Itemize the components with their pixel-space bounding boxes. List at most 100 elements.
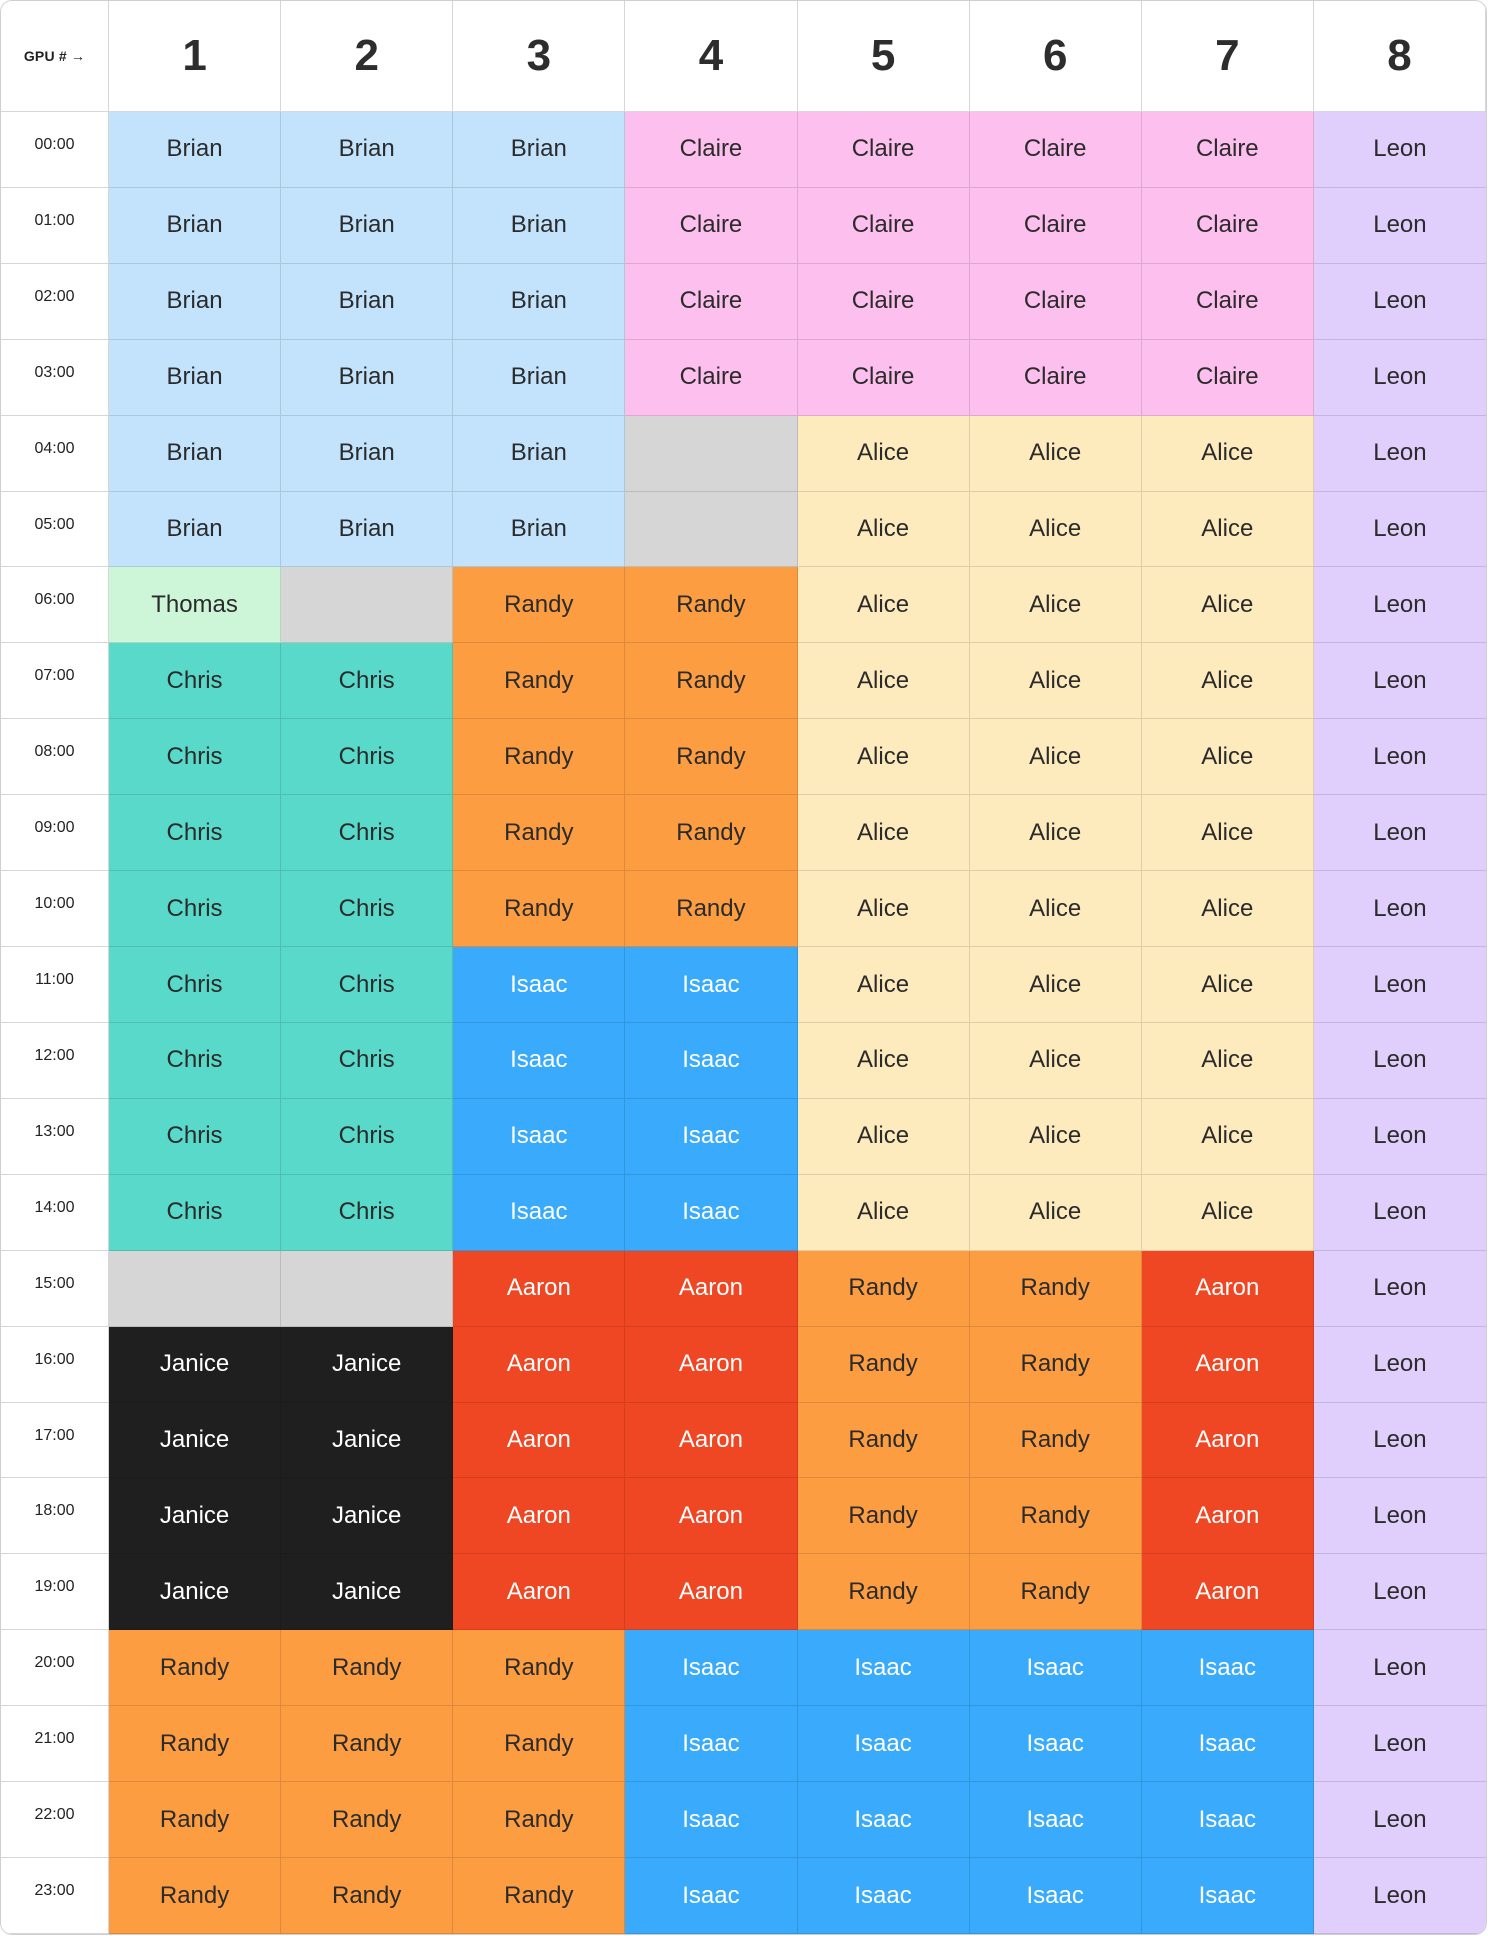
gpu-allocation-cell[interactable]: Chris xyxy=(281,719,454,796)
gpu-allocation-cell[interactable]: Leon xyxy=(1313,112,1486,188)
gpu-allocation-cell[interactable]: Claire xyxy=(797,263,970,340)
gpu-allocation-cell[interactable]: Isaac xyxy=(453,1098,626,1175)
gpu-allocation-cell[interactable]: Isaac xyxy=(1141,1630,1314,1707)
gpu-allocation-cell[interactable]: Alice xyxy=(1141,567,1314,644)
gpu-allocation-cell[interactable]: Claire xyxy=(797,187,970,264)
gpu-allocation-cell[interactable]: Claire xyxy=(969,187,1142,264)
gpu-allocation-cell[interactable]: Randy xyxy=(797,1554,970,1631)
gpu-allocation-cell[interactable]: Randy xyxy=(109,1706,282,1783)
gpu-allocation-cell[interactable]: Janice xyxy=(281,1554,454,1631)
gpu-allocation-cell[interactable]: Randy xyxy=(625,795,798,872)
gpu-allocation-cell[interactable]: Isaac xyxy=(969,1858,1142,1934)
gpu-allocation-cell[interactable]: Alice xyxy=(1141,1174,1314,1251)
gpu-allocation-cell[interactable]: Leon xyxy=(1313,1706,1486,1783)
gpu-allocation-cell[interactable]: Leon xyxy=(1313,491,1486,568)
gpu-allocation-cell[interactable]: Janice xyxy=(109,1402,282,1479)
gpu-allocation-cell[interactable]: Chris xyxy=(281,1098,454,1175)
gpu-allocation-cell[interactable]: Chris xyxy=(281,643,454,720)
gpu-allocation-cell[interactable]: Leon xyxy=(1313,1478,1486,1555)
gpu-allocation-cell[interactable]: Alice xyxy=(969,795,1142,872)
gpu-allocation-cell[interactable]: Claire xyxy=(1141,187,1314,264)
gpu-allocation-cell[interactable]: Alice xyxy=(797,719,970,796)
gpu-allocation-cell[interactable]: Claire xyxy=(797,112,970,188)
gpu-allocation-cell[interactable]: Alice xyxy=(1141,491,1314,568)
gpu-allocation-cell[interactable]: Randy xyxy=(453,795,626,872)
gpu-allocation-cell[interactable]: Alice xyxy=(969,947,1142,1023)
gpu-allocation-cell[interactable]: Randy xyxy=(969,1326,1142,1403)
gpu-allocation-cell[interactable]: Randy xyxy=(281,1706,454,1783)
gpu-allocation-cell[interactable]: Randy xyxy=(797,1402,970,1479)
gpu-allocation-cell[interactable]: Leon xyxy=(1313,415,1486,492)
gpu-allocation-cell[interactable]: Alice xyxy=(969,1098,1142,1175)
gpu-allocation-cell[interactable]: Randy xyxy=(281,1858,454,1934)
gpu-allocation-cell[interactable]: Aaron xyxy=(453,1554,626,1631)
gpu-allocation-cell[interactable]: Alice xyxy=(969,1022,1142,1099)
gpu-allocation-cell[interactable]: Thomas xyxy=(109,567,282,644)
gpu-allocation-cell[interactable]: Leon xyxy=(1313,1098,1486,1175)
gpu-allocation-cell[interactable]: Isaac xyxy=(1141,1782,1314,1859)
gpu-allocation-cell[interactable]: Janice xyxy=(281,1326,454,1403)
gpu-allocation-cell[interactable]: Aaron xyxy=(1141,1554,1314,1631)
gpu-allocation-cell[interactable]: Brian xyxy=(453,112,626,188)
gpu-allocation-cell[interactable]: Brian xyxy=(281,263,454,340)
gpu-allocation-cell[interactable]: Brian xyxy=(109,339,282,416)
gpu-allocation-cell[interactable]: Claire xyxy=(625,187,798,264)
gpu-allocation-cell[interactable]: Alice xyxy=(797,567,970,644)
gpu-allocation-cell[interactable]: Randy xyxy=(969,1554,1142,1631)
gpu-allocation-cell[interactable]: Alice xyxy=(797,795,970,872)
gpu-allocation-cell[interactable]: Chris xyxy=(109,1098,282,1175)
gpu-allocation-cell[interactable]: Randy xyxy=(109,1858,282,1934)
gpu-allocation-cell[interactable]: Alice xyxy=(797,1098,970,1175)
gpu-allocation-cell[interactable]: Brian xyxy=(281,339,454,416)
gpu-allocation-cell[interactable]: Aaron xyxy=(1141,1250,1314,1327)
gpu-allocation-cell[interactable]: Alice xyxy=(969,1174,1142,1251)
gpu-allocation-cell[interactable]: Aaron xyxy=(1141,1326,1314,1403)
gpu-allocation-cell[interactable]: Alice xyxy=(969,415,1142,492)
gpu-allocation-cell[interactable]: Isaac xyxy=(625,1858,798,1934)
gpu-allocation-cell[interactable]: Janice xyxy=(281,1478,454,1555)
gpu-allocation-cell[interactable]: Janice xyxy=(109,1326,282,1403)
gpu-allocation-cell[interactable]: Alice xyxy=(797,415,970,492)
gpu-allocation-cell[interactable]: Brian xyxy=(281,415,454,492)
gpu-allocation-cell[interactable]: Alice xyxy=(797,643,970,720)
gpu-allocation-cell[interactable]: Leon xyxy=(1313,1326,1486,1403)
gpu-allocation-cell[interactable]: Janice xyxy=(109,1554,282,1631)
gpu-allocation-cell[interactable]: Randy xyxy=(453,1858,626,1934)
gpu-allocation-cell[interactable]: Brian xyxy=(453,491,626,568)
gpu-allocation-cell[interactable]: Chris xyxy=(109,719,282,796)
gpu-allocation-cell[interactable]: Brian xyxy=(109,491,282,568)
gpu-allocation-cell[interactable]: Aaron xyxy=(625,1478,798,1555)
gpu-allocation-cell[interactable]: Randy xyxy=(797,1326,970,1403)
gpu-allocation-cell[interactable]: Aaron xyxy=(453,1478,626,1555)
gpu-allocation-cell[interactable]: Alice xyxy=(1141,643,1314,720)
gpu-allocation-cell[interactable]: Chris xyxy=(281,947,454,1023)
gpu-allocation-cell[interactable]: Randy xyxy=(281,1630,454,1707)
gpu-allocation-cell[interactable]: Chris xyxy=(281,871,454,948)
gpu-allocation-cell[interactable]: Chris xyxy=(109,643,282,720)
gpu-allocation-cell[interactable]: Leon xyxy=(1313,719,1486,796)
gpu-allocation-cell[interactable]: Randy xyxy=(109,1782,282,1859)
gpu-allocation-cell[interactable]: Leon xyxy=(1313,1250,1486,1327)
gpu-allocation-cell[interactable]: Chris xyxy=(109,871,282,948)
gpu-allocation-cell[interactable]: Claire xyxy=(969,263,1142,340)
gpu-allocation-cell[interactable]: Leon xyxy=(1313,1022,1486,1099)
gpu-allocation-cell[interactable]: Brian xyxy=(281,491,454,568)
gpu-allocation-cell[interactable]: Alice xyxy=(1141,947,1314,1023)
gpu-allocation-cell[interactable]: Brian xyxy=(109,112,282,188)
gpu-allocation-cell[interactable]: Claire xyxy=(969,339,1142,416)
gpu-allocation-cell[interactable]: Isaac xyxy=(625,1706,798,1783)
gpu-allocation-cell[interactable]: Alice xyxy=(797,1174,970,1251)
gpu-allocation-cell[interactable]: Janice xyxy=(109,1478,282,1555)
gpu-allocation-cell[interactable]: Randy xyxy=(453,1630,626,1707)
gpu-allocation-cell[interactable]: Isaac xyxy=(797,1630,970,1707)
gpu-allocation-cell[interactable]: Randy xyxy=(797,1478,970,1555)
gpu-allocation-cell[interactable]: Leon xyxy=(1313,1402,1486,1479)
gpu-allocation-cell[interactable]: Alice xyxy=(969,643,1142,720)
gpu-allocation-cell[interactable]: Alice xyxy=(797,1022,970,1099)
gpu-allocation-cell[interactable]: Randy xyxy=(109,1630,282,1707)
gpu-allocation-cell[interactable]: Leon xyxy=(1313,1174,1486,1251)
gpu-allocation-cell[interactable]: Brian xyxy=(453,187,626,264)
gpu-allocation-cell[interactable]: Alice xyxy=(1141,415,1314,492)
gpu-allocation-cell[interactable]: Isaac xyxy=(453,1022,626,1099)
gpu-allocation-cell[interactable]: Leon xyxy=(1313,795,1486,872)
